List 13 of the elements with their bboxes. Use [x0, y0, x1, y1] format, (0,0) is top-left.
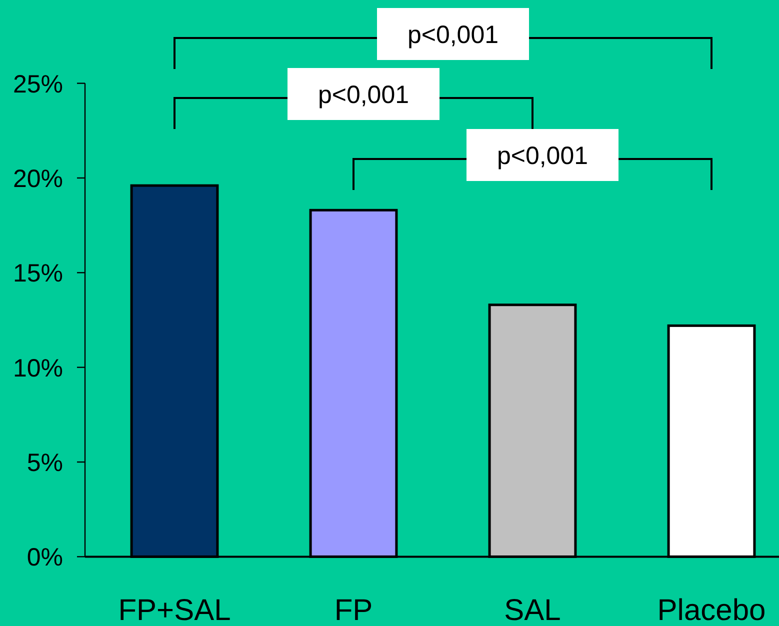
- y-tick-label: 15%: [12, 260, 63, 288]
- x-tick-label: FP+SAL: [118, 594, 231, 626]
- y-tick-label: 10%: [12, 354, 63, 382]
- y-tick-label: 5%: [26, 449, 63, 478]
- x-tick-label: SAL: [504, 594, 561, 626]
- y-tick-label: 0%: [26, 544, 63, 572]
- text: p<0,001: [407, 21, 499, 49]
- y-tick-label: 20%: [12, 164, 63, 193]
- x-tick-label: FP: [334, 594, 373, 626]
- y-tick-label: 25%: [12, 70, 63, 98]
- annotation: p<0,001: [496, 142, 588, 170]
- x-tick-label: Placebo: [657, 594, 766, 626]
- annotation: p<0,001: [318, 81, 410, 109]
